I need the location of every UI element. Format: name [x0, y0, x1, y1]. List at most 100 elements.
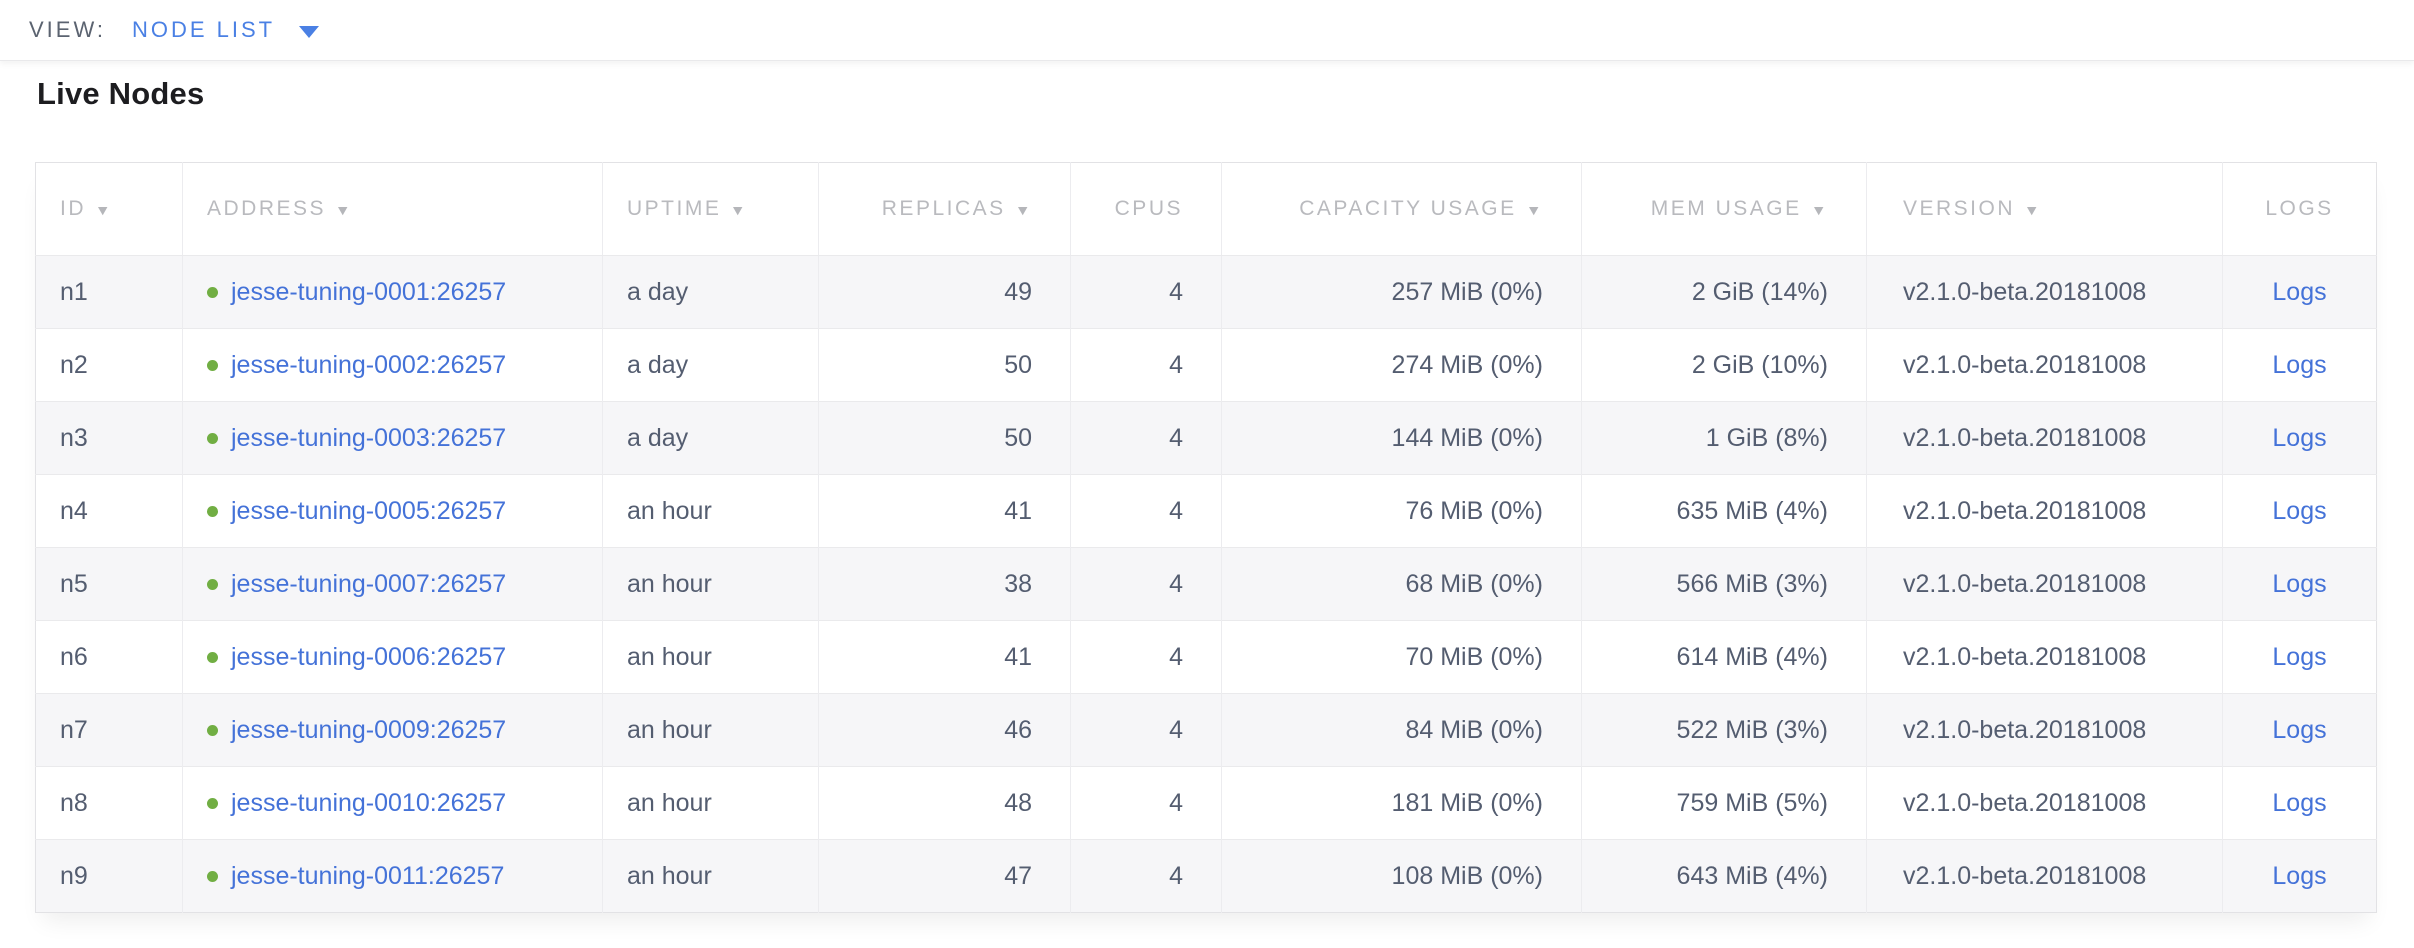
chevron-down-icon[interactable]	[299, 25, 320, 38]
cell-uptime: an hour	[602, 547, 819, 621]
logs-link[interactable]: Logs	[2272, 861, 2327, 890]
sort-desc-icon[interactable]: ▼	[2023, 202, 2043, 218]
view-selected-value[interactable]: NODE LIST	[131, 17, 276, 42]
table-row-n4: n4 jesse-tuning-0005:26257 an hour 41 4 76 Mi…	[35, 474, 2377, 548]
cell-version: v2.1.0-beta.20181008	[1866, 547, 2223, 621]
cell-mem_usage: 759 MiB (5%)	[1581, 766, 1867, 840]
column-header-label: LOGS	[2265, 197, 2334, 220]
column-header-capacity_usage[interactable]: CAPACITY USAGE ▼	[1221, 162, 1582, 256]
cell-id: n1	[35, 255, 183, 329]
sort-desc-icon[interactable]: ▼	[334, 202, 354, 218]
table-row-n2: n2 jesse-tuning-0002:26257 a day 50 4 274 MiB…	[35, 328, 2377, 402]
sort-desc-icon[interactable]: ▼	[730, 202, 749, 218]
column-header-label: ADDRESS	[207, 197, 327, 220]
cell-replicas: 49	[818, 255, 1071, 329]
view-selector-dropdown[interactable]: NODE LIST	[131, 17, 320, 43]
cell-mem_usage: 2 GiB (14%)	[1581, 255, 1867, 329]
node-live-dot-icon	[207, 432, 218, 444]
column-header-uptime[interactable]: UPTIME ▼	[602, 162, 819, 256]
view-bar: VIEW: NODE LIST	[0, 0, 2414, 61]
cell-logs: Logs	[2222, 620, 2377, 694]
column-header-label: ID	[60, 197, 86, 220]
cell-uptime: an hour	[602, 839, 819, 913]
cell-id: n6	[35, 620, 183, 694]
node-address-link[interactable]: jesse-tuning-0011:26257	[231, 861, 505, 890]
column-header-replicas[interactable]: REPLICAS ▼	[818, 162, 1071, 256]
cell-address: jesse-tuning-0003:26257	[182, 401, 603, 475]
table-row-n5: n5 jesse-tuning-0007:26257 an hour 38 4 68 Mi…	[35, 547, 2377, 621]
logs-link[interactable]: Logs	[2272, 496, 2327, 525]
cell-version: v2.1.0-beta.20181008	[1866, 766, 2223, 840]
cell-id: n4	[35, 474, 183, 548]
cell-version: v2.1.0-beta.20181008	[1866, 693, 2223, 767]
node-address-link[interactable]: jesse-tuning-0001:26257	[231, 277, 507, 306]
cell-cpus: 4	[1070, 839, 1222, 913]
column-header-label: CAPACITY USAGE	[1299, 197, 1517, 220]
logs-link[interactable]: Logs	[2272, 350, 2327, 379]
cell-capacity_usage: 70 MiB (0%)	[1221, 620, 1582, 694]
column-header-address[interactable]: ADDRESS ▼	[182, 162, 603, 256]
cell-version: v2.1.0-beta.20181008	[1866, 620, 2223, 694]
column-header-mem_usage[interactable]: MEM USAGE ▼	[1581, 162, 1867, 256]
cell-version: v2.1.0-beta.20181008	[1866, 401, 2223, 475]
cell-mem_usage: 1 GiB (8%)	[1581, 401, 1867, 475]
page-title: Live Nodes	[37, 76, 205, 111]
cell-mem_usage: 2 GiB (10%)	[1581, 328, 1867, 402]
column-header-version[interactable]: VERSION ▼	[1866, 162, 2223, 256]
node-live-dot-icon	[207, 505, 218, 517]
table-row-n7: n7 jesse-tuning-0009:26257 an hour 46 4 84 Mi…	[35, 693, 2377, 767]
cell-mem_usage: 643 MiB (4%)	[1581, 839, 1867, 913]
node-live-dot-icon	[207, 578, 218, 590]
cell-cpus: 4	[1070, 328, 1222, 402]
column-header-id[interactable]: ID ▼	[35, 162, 183, 256]
node-address-link[interactable]: jesse-tuning-0007:26257	[231, 569, 507, 598]
cell-version: v2.1.0-beta.20181008	[1866, 474, 2223, 548]
node-live-dot-icon	[207, 651, 218, 663]
cell-address: jesse-tuning-0011:26257	[182, 839, 603, 913]
node-address-link[interactable]: jesse-tuning-0002:26257	[231, 350, 507, 379]
logs-link[interactable]: Logs	[2272, 569, 2327, 598]
logs-link[interactable]: Logs	[2272, 277, 2327, 306]
table-header-row: ID ▼ ADDRESS ▼ UPTIME ▼ REPLICAS ▼ CPUS CAPACITY …	[35, 162, 2377, 256]
cell-cpus: 4	[1070, 401, 1222, 475]
table-row-n8: n8 jesse-tuning-0010:26257 an hour 48 4 181 M…	[35, 766, 2377, 840]
node-address-link[interactable]: jesse-tuning-0006:26257	[231, 642, 507, 671]
cell-replicas: 47	[818, 839, 1071, 913]
cell-mem_usage: 635 MiB (4%)	[1581, 474, 1867, 548]
cell-replicas: 46	[818, 693, 1071, 767]
sort-desc-icon[interactable]: ▼	[1014, 202, 1034, 218]
sort-desc-icon[interactable]: ▼	[1525, 202, 1545, 218]
cell-replicas: 48	[818, 766, 1071, 840]
table-row-n9: n9 jesse-tuning-0011:26257 an hour 47 4 108 M…	[35, 839, 2377, 913]
cell-capacity_usage: 76 MiB (0%)	[1221, 474, 1582, 548]
logs-link[interactable]: Logs	[2272, 642, 2327, 671]
cell-logs: Logs	[2222, 766, 2377, 840]
live-nodes-table: ID ▼ ADDRESS ▼ UPTIME ▼ REPLICAS ▼ CPUS CAPACITY …	[35, 162, 2377, 913]
cell-version: v2.1.0-beta.20181008	[1866, 255, 2223, 329]
cell-mem_usage: 566 MiB (3%)	[1581, 547, 1867, 621]
node-address-link[interactable]: jesse-tuning-0005:26257	[231, 496, 507, 525]
cell-logs: Logs	[2222, 839, 2377, 913]
node-address-link[interactable]: jesse-tuning-0009:26257	[231, 715, 507, 744]
logs-link[interactable]: Logs	[2272, 788, 2327, 817]
cell-address: jesse-tuning-0006:26257	[182, 620, 603, 694]
cell-capacity_usage: 68 MiB (0%)	[1221, 547, 1582, 621]
node-live-dot-icon	[207, 359, 218, 371]
cell-replicas: 41	[818, 620, 1071, 694]
cell-logs: Logs	[2222, 474, 2377, 548]
logs-link[interactable]: Logs	[2272, 715, 2327, 744]
sort-desc-icon[interactable]: ▼	[94, 202, 114, 218]
node-address-link[interactable]: jesse-tuning-0003:26257	[231, 423, 507, 452]
cell-capacity_usage: 108 MiB (0%)	[1221, 839, 1582, 913]
cell-version: v2.1.0-beta.20181008	[1866, 328, 2223, 402]
cell-replicas: 38	[818, 547, 1071, 621]
logs-link[interactable]: Logs	[2272, 423, 2327, 452]
cell-id: n2	[35, 328, 183, 402]
cell-cpus: 4	[1070, 693, 1222, 767]
column-header-label: CPUS	[1114, 197, 1183, 220]
node-address-link[interactable]: jesse-tuning-0010:26257	[231, 788, 507, 817]
cell-address: jesse-tuning-0005:26257	[182, 474, 603, 548]
cell-capacity_usage: 181 MiB (0%)	[1221, 766, 1582, 840]
cell-address: jesse-tuning-0009:26257	[182, 693, 603, 767]
sort-desc-icon[interactable]: ▼	[1810, 202, 1830, 218]
